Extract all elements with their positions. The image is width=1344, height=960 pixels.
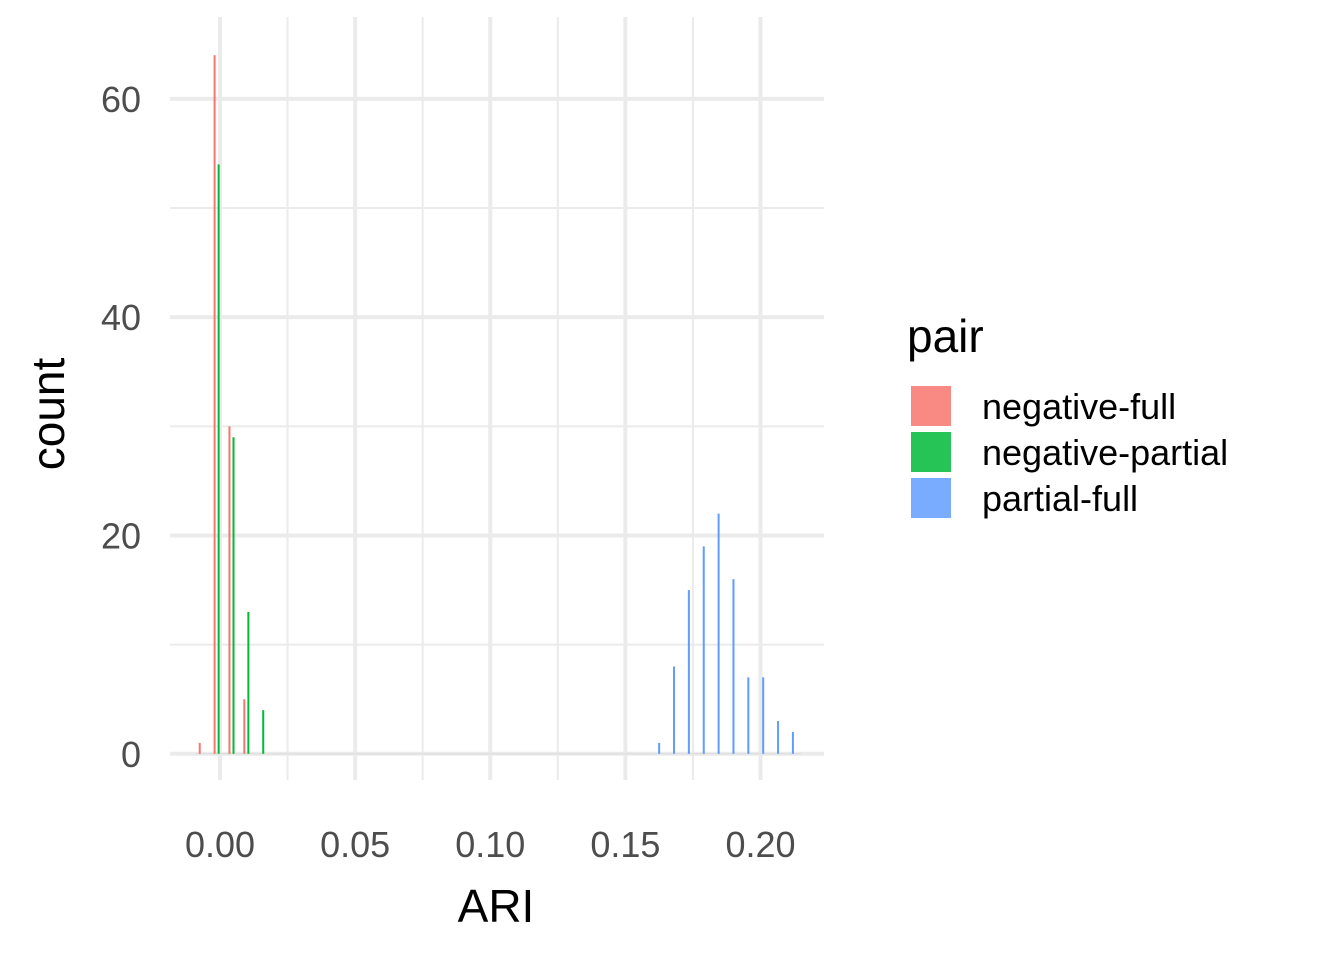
bar-negative-partial: [262, 710, 265, 754]
legend: pair negative-full negative-partial partia…: [907, 310, 1228, 519]
bar-negative-partial: [247, 611, 250, 754]
bar-partial-full: [791, 731, 794, 754]
y-tick-label: 40: [101, 297, 141, 338]
legend-swatch: [911, 478, 951, 518]
legend-label: negative-partial: [982, 432, 1228, 473]
y-tick-label: 20: [101, 515, 141, 556]
y-axis-tick-labels: 0 20 40 60: [101, 79, 141, 775]
x-tick-label: 0.00: [185, 824, 255, 865]
legend-swatch: [911, 386, 951, 426]
bar-negative-full: [228, 426, 231, 754]
legend-label: negative-full: [982, 386, 1176, 427]
bar-negative-full: [213, 55, 216, 754]
x-axis-tick-labels: 0.00 0.05 0.10 0.15 0.20: [185, 824, 796, 865]
x-tick-label: 0.05: [320, 824, 390, 865]
bar-partial-full: [747, 677, 750, 754]
bar-partial-full: [717, 513, 720, 754]
x-tick-label: 0.15: [590, 824, 660, 865]
y-tick-label: 60: [101, 79, 141, 120]
x-tick-label: 0.20: [725, 824, 795, 865]
bar-partial-full: [687, 590, 690, 754]
x-axis-title: ARI: [458, 880, 535, 932]
bar-negative-full: [198, 742, 201, 754]
bar-partial-full: [673, 666, 676, 754]
legend-label: partial-full: [982, 478, 1138, 519]
bar-partial-full: [777, 721, 780, 754]
legend-items: negative-full negative-partial partial-ful…: [911, 386, 1228, 519]
bar-partial-full: [762, 677, 765, 754]
y-tick-label: 0: [121, 734, 141, 775]
bar-negative-partial: [232, 437, 235, 754]
legend-swatch: [911, 432, 951, 472]
bar-partial-full: [732, 579, 735, 754]
bar-partial-full: [702, 546, 705, 754]
y-axis-title: count: [22, 358, 74, 471]
bar-negative-full: [243, 699, 246, 754]
grid-lines: [170, 17, 824, 780]
bar-negative-partial: [217, 164, 220, 754]
x-tick-label: 0.10: [455, 824, 525, 865]
legend-title: pair: [907, 310, 984, 362]
histogram-bars: [198, 55, 794, 754]
bar-partial-full: [658, 742, 661, 754]
